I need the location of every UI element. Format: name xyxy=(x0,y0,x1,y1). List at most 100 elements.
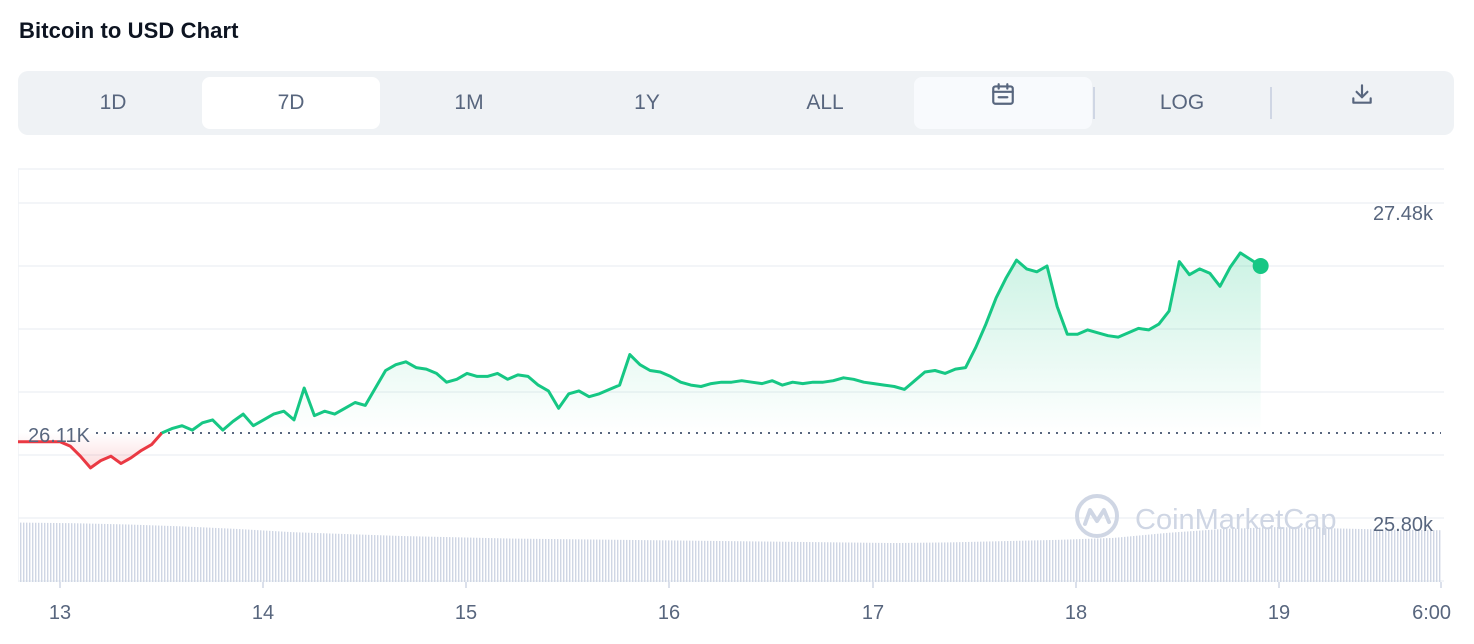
volume-bar xyxy=(1349,528,1351,582)
volume-bar xyxy=(653,540,655,582)
volume-bar xyxy=(1433,530,1435,582)
volume-bar xyxy=(479,537,481,582)
volume-bar xyxy=(1028,540,1030,582)
volume-bar xyxy=(557,539,559,582)
volume-bar xyxy=(1001,541,1003,582)
volume-bar xyxy=(989,541,991,582)
volume-bar xyxy=(818,542,820,582)
tab-7d[interactable]: 7D xyxy=(202,77,380,129)
volume-bar xyxy=(1010,540,1012,582)
volume-bar xyxy=(671,540,673,582)
volume-bar xyxy=(341,533,343,582)
volume-bar xyxy=(41,522,43,582)
volume-bar xyxy=(1175,532,1177,582)
log-scale-toggle[interactable]: LOG xyxy=(1159,91,1205,114)
price-area-fill xyxy=(161,252,1261,433)
volume-bar xyxy=(668,540,670,582)
volume-bar xyxy=(560,539,562,582)
volume-bar xyxy=(1196,530,1198,582)
volume-bar xyxy=(425,536,427,582)
volume-bar xyxy=(1313,527,1315,582)
volume-bar xyxy=(566,539,568,582)
volume-bar xyxy=(95,523,97,582)
volume-bar xyxy=(881,542,883,582)
volume-bar xyxy=(527,538,529,582)
volume-bar xyxy=(779,541,781,582)
volume-bar xyxy=(959,542,961,582)
volume-bar xyxy=(758,541,760,582)
volume-bar xyxy=(929,542,931,582)
volume-bar xyxy=(698,540,700,582)
volume-bar xyxy=(680,540,682,582)
volume-bar xyxy=(1136,535,1138,582)
volume-bar xyxy=(194,526,196,582)
volume-bar xyxy=(1154,534,1156,582)
volume-bar xyxy=(794,541,796,582)
volume-bar xyxy=(281,531,283,582)
volume-bar xyxy=(833,542,835,582)
volume-bar xyxy=(1304,527,1306,582)
date-range-button[interactable] xyxy=(914,77,1092,129)
volume-bar xyxy=(971,541,973,582)
tab-1y[interactable]: 1Y xyxy=(634,91,660,114)
volume-bar xyxy=(335,533,337,582)
price-chart[interactable]: CoinMarketCap 27.48k 26.11K 25.80k 13 14 1… xyxy=(18,167,1458,637)
volume-bar xyxy=(398,535,400,582)
volume-bar xyxy=(155,525,157,582)
volume-bar xyxy=(167,525,169,582)
volume-bar xyxy=(419,536,421,582)
volume-bar xyxy=(1373,529,1375,582)
volume-bar xyxy=(1244,528,1246,582)
tab-1d[interactable]: 1D xyxy=(99,91,127,114)
volume-bar xyxy=(731,541,733,582)
volume-bar xyxy=(587,539,589,582)
volume-bar xyxy=(488,538,490,582)
volume-bar xyxy=(773,541,775,582)
volume-bar xyxy=(83,523,85,582)
volume-bar xyxy=(446,537,448,582)
tab-all[interactable]: ALL xyxy=(806,91,844,114)
volume-bar xyxy=(1079,539,1081,582)
volume-bar xyxy=(755,541,757,582)
volume-bar xyxy=(467,537,469,582)
volume-bar xyxy=(1022,540,1024,582)
volume-bar xyxy=(1295,527,1297,582)
volume-bar xyxy=(1205,530,1207,582)
volume-bar xyxy=(302,532,304,582)
volume-bar xyxy=(935,542,937,582)
volume-bar xyxy=(1226,528,1228,582)
volume-bar xyxy=(191,526,193,582)
volume-bar xyxy=(986,541,988,582)
volume-bar xyxy=(404,536,406,582)
volume-bar xyxy=(590,539,592,582)
volume-bar xyxy=(323,533,325,582)
volume-bar xyxy=(1301,527,1303,582)
volume-bar xyxy=(533,538,535,582)
volume-bar xyxy=(1217,529,1219,582)
volume-bar xyxy=(38,522,40,582)
volume-bar xyxy=(782,541,784,582)
volume-bar xyxy=(1367,529,1369,582)
volume-bar xyxy=(131,524,133,582)
volume-bar xyxy=(764,541,766,582)
volume-bar xyxy=(482,537,484,582)
volume-bar xyxy=(1256,527,1258,582)
volume-bar xyxy=(272,531,274,582)
volume-bar xyxy=(950,542,952,582)
chart-range-toolbar: 1D 7D 1M 1Y ALL LOG xyxy=(18,71,1454,135)
volume-bar xyxy=(44,522,46,582)
tab-1m[interactable]: 1M xyxy=(454,91,484,114)
volume-bar xyxy=(1427,530,1429,582)
volume-bar xyxy=(326,533,328,582)
volume-bar xyxy=(845,542,847,582)
volume-bar xyxy=(500,538,502,582)
volume-bar xyxy=(659,540,661,582)
volume-bar xyxy=(1358,528,1360,582)
volume-bar xyxy=(713,540,715,582)
volume-bar xyxy=(947,542,949,582)
volume-bar xyxy=(200,527,202,582)
volume-bar xyxy=(1181,531,1183,582)
download-button[interactable] xyxy=(1274,77,1450,129)
volume-bar xyxy=(884,542,886,582)
volume-bar xyxy=(1229,528,1231,582)
